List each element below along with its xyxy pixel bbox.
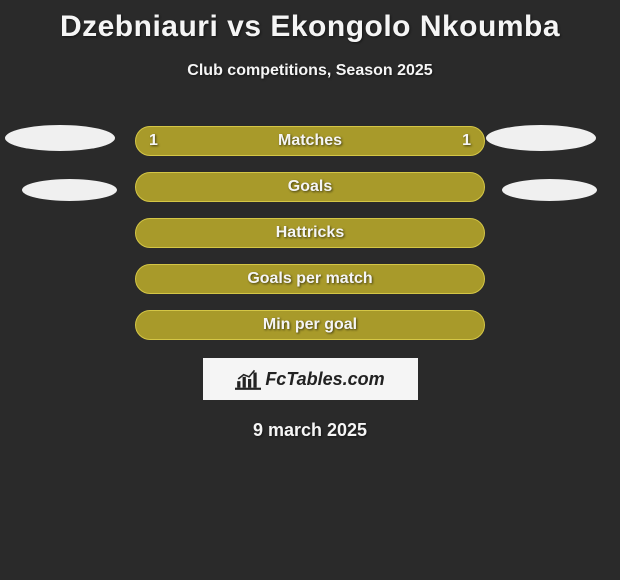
bar-container: Hattricks [135,218,485,248]
stat-rows: 1 Matches 1 Goals Hattricks Goals per ma… [0,118,620,348]
watermark: FcTables.com [203,358,418,400]
stat-label: Goals [135,172,485,202]
bar-container: Min per goal [135,310,485,340]
player-indicator-right-2 [502,179,597,201]
stat-row-hattricks: Hattricks [0,210,620,256]
stat-label: Hattricks [135,218,485,248]
bar-container: 1 Matches 1 [135,126,485,156]
chart-icon [235,368,261,390]
player-indicator-right-1 [486,125,596,151]
stat-row-min-per-goal: Min per goal [0,302,620,348]
date-label: 9 march 2025 [0,420,620,441]
stat-label: Matches [135,126,485,156]
stat-label: Min per goal [135,310,485,340]
player-indicator-left-1 [5,125,115,151]
subtitle: Club competitions, Season 2025 [0,62,620,80]
bar-container: Goals [135,172,485,202]
player-indicator-left-2 [22,179,117,201]
stat-row-goals-per-match: Goals per match [0,256,620,302]
watermark-text: FcTables.com [265,369,384,390]
stat-right-value: 1 [462,126,471,156]
page-title: Dzebniauri vs Ekongolo Nkoumba [0,0,620,44]
bar-container: Goals per match [135,264,485,294]
stat-label: Goals per match [135,264,485,294]
